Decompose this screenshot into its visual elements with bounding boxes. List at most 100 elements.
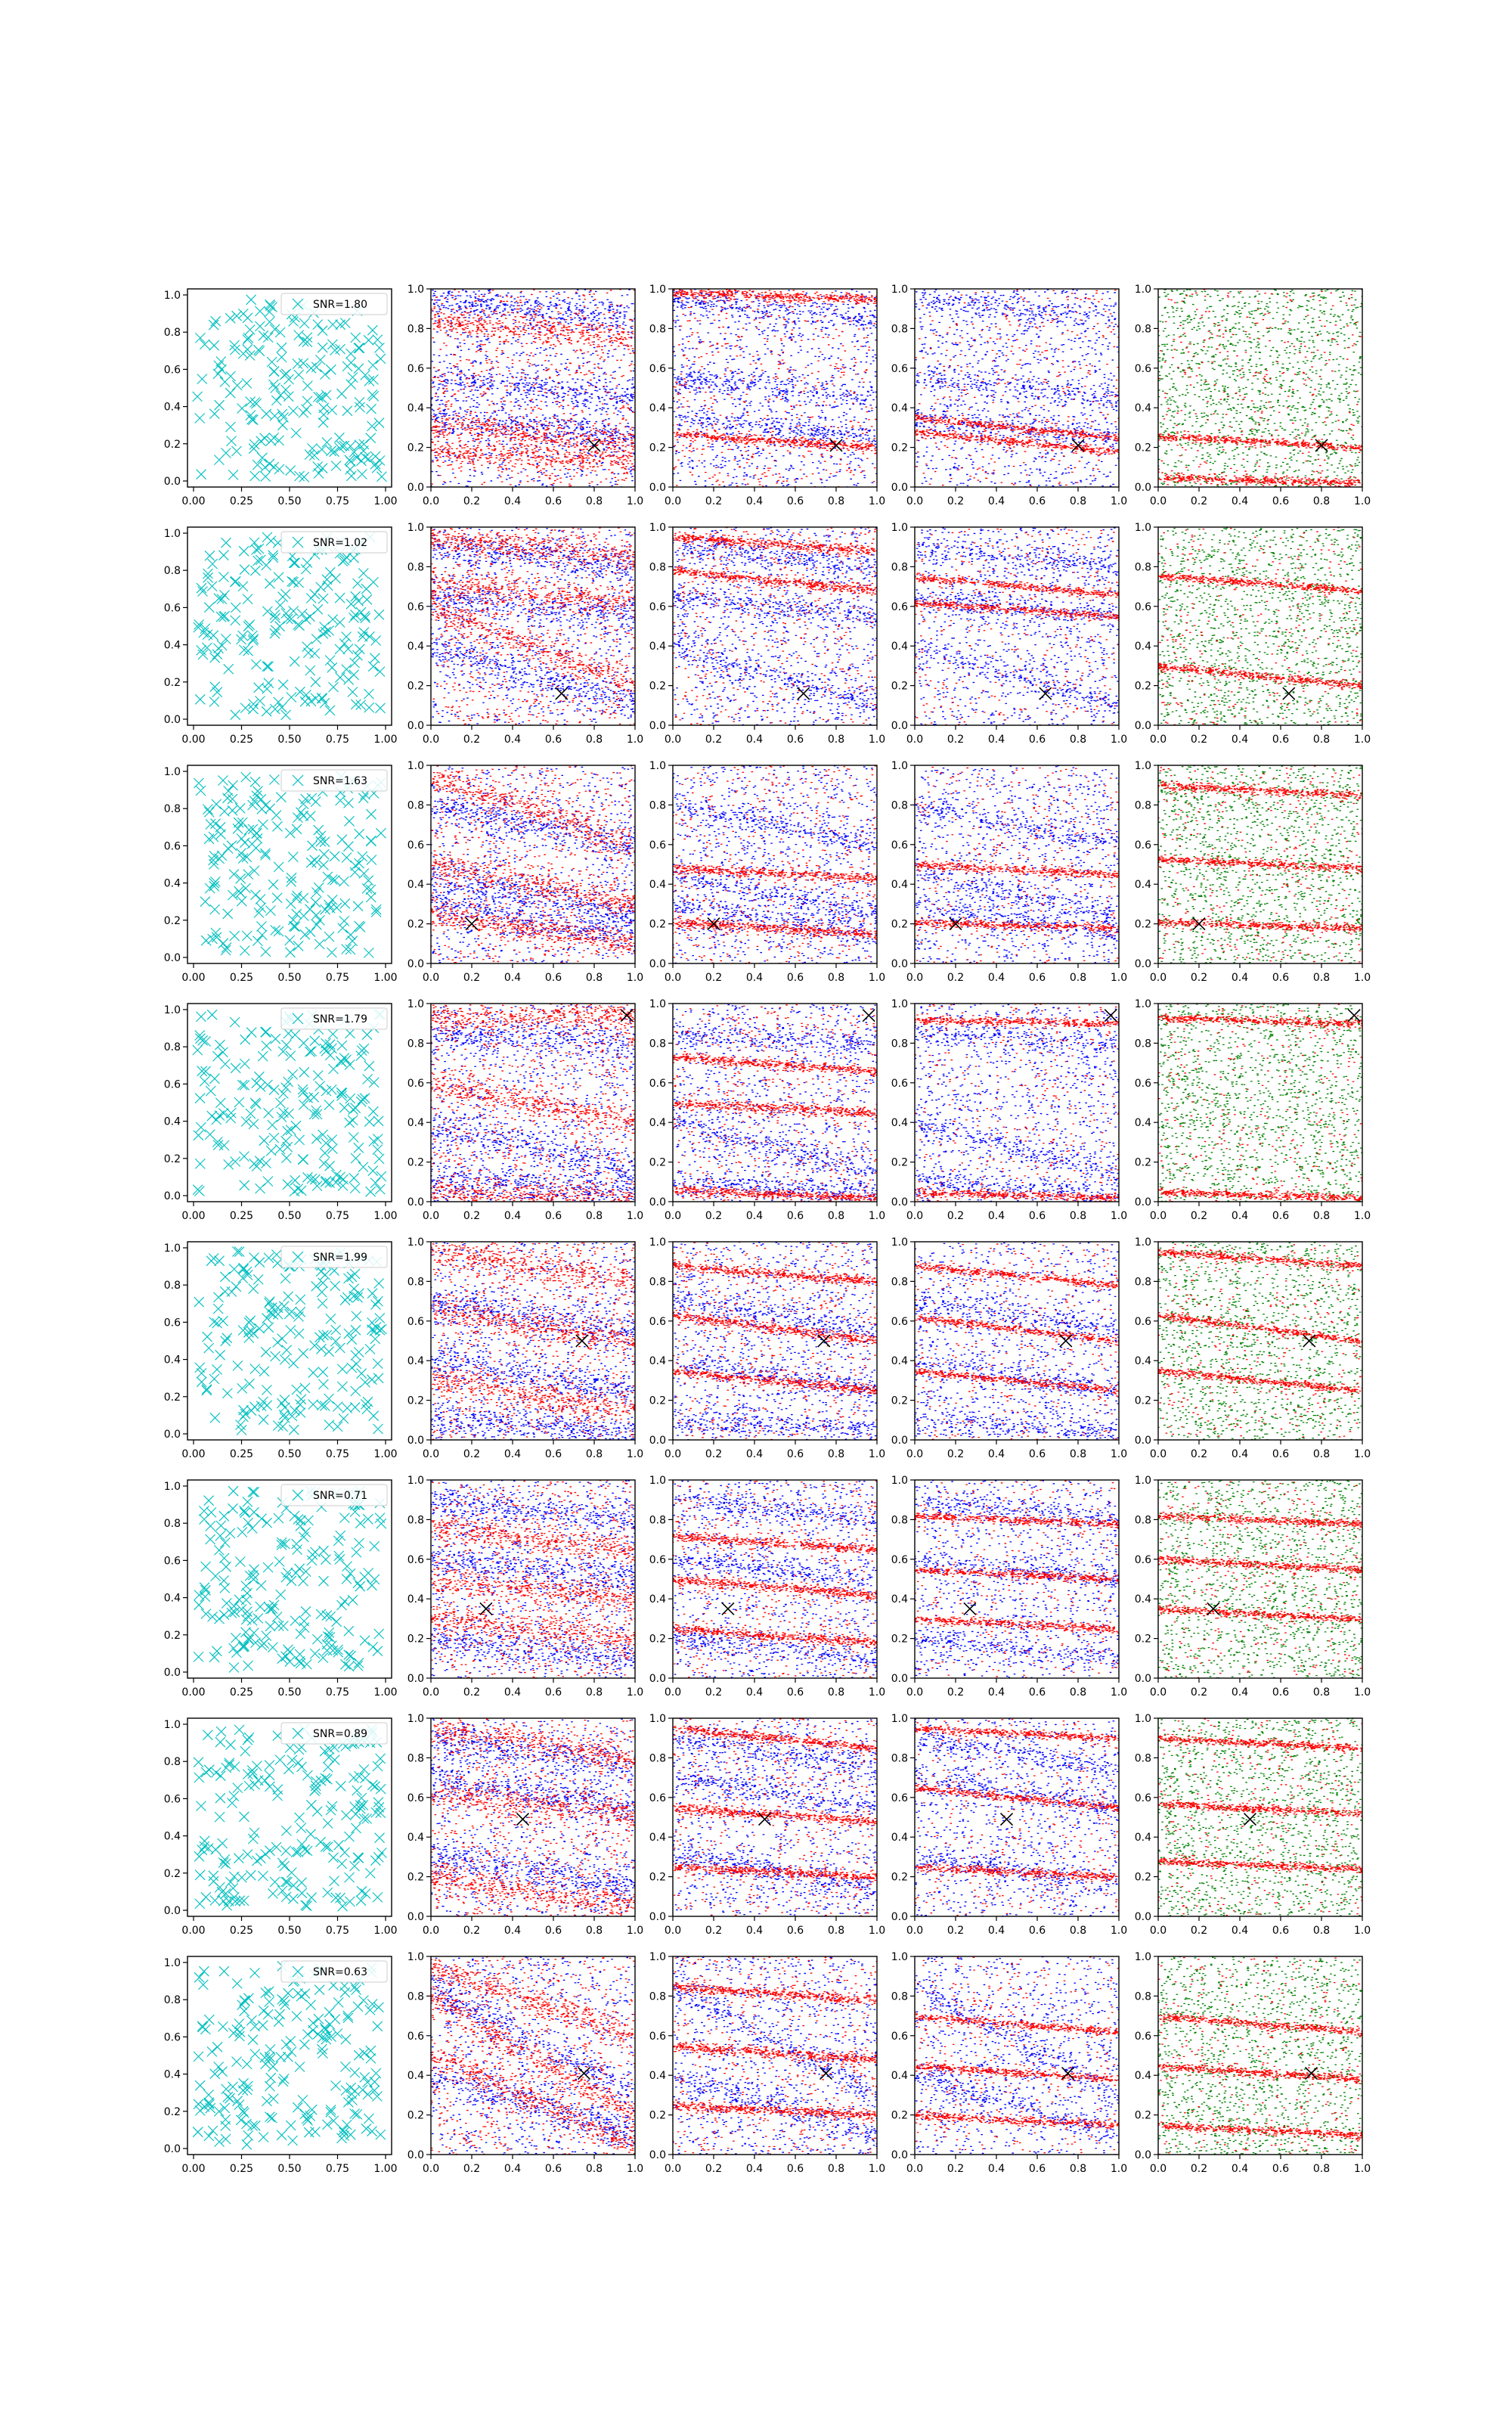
legend-label: SNR=0.71	[313, 1490, 367, 1502]
panel-xtick-label: 0.2	[1191, 1925, 1207, 1937]
panel-ytick-label: 0.0	[649, 1196, 666, 1208]
snr-panel-xtick-label: 0.75	[326, 1210, 349, 1222]
panel-xtick-label: 0.2	[947, 1686, 964, 1699]
panel-col-4: 0.0 0.2 0.4 0.6 0.8 1.00.00.20.40.60.81.0	[891, 760, 1127, 984]
panel-ytick-label: 0.4	[891, 402, 908, 414]
panel-ytick-label: 0.6	[407, 1792, 424, 1804]
panel-xtick-label: 0.2	[705, 734, 722, 746]
panel-ytick-label: 1.0	[649, 998, 666, 1010]
panel-ytick-label: 0.8	[891, 323, 908, 335]
panel-xtick-label: 0.4	[746, 1686, 763, 1699]
panel-col-4: 0.0 0.2 0.4 0.6 0.8 1.00.00.20.40.60.81.0	[891, 522, 1127, 746]
panel-xtick-label: 0.2	[947, 1925, 964, 1937]
panel-ytick-label: 0.0	[1135, 1673, 1151, 1685]
panel-ytick-label: 1.0	[407, 998, 424, 1010]
panel-xtick-label: 0.2	[1191, 1210, 1207, 1222]
panel-xtick-label: 0.4	[504, 2163, 521, 2175]
panel-xtick-label: 0.6	[787, 734, 804, 746]
panel-xtick-label: 0.0	[423, 495, 439, 507]
panel-xtick-label: 0.2	[463, 2163, 480, 2175]
panel-xtick-label: 1.0	[1354, 1925, 1371, 1937]
snr-panel-ytick-label: 1.0	[164, 1957, 181, 1969]
figure-row-6: SNR=0.710.00 0.25 0.50 0.75 1.000.00.20.40.6…	[164, 1475, 1371, 1699]
panel-ytick-label: 0.0	[649, 1911, 666, 1923]
panel-ytick-label: 0.4	[649, 402, 666, 414]
panel-xtick-label: 0.0	[1150, 495, 1167, 507]
panel-xtick-label: 0.8	[1070, 1925, 1086, 1937]
panel-xtick-label: 1.0	[1354, 1210, 1371, 1222]
panel-ytick-label: 0.8	[649, 1752, 666, 1764]
panel-xtick-label: 0.8	[586, 1210, 603, 1222]
panel-xtick-label: 0.4	[1232, 1686, 1248, 1699]
panel-ytick-label: 0.4	[1135, 2070, 1151, 2082]
panel-ytick-label: 0.6	[649, 1316, 666, 1328]
panel-ytick-label: 0.8	[407, 799, 424, 811]
panel-xtick-label: 0.8	[586, 1925, 603, 1937]
panel-xtick-label: 1.0	[1354, 734, 1371, 746]
panel-ytick-label: 0.2	[649, 2110, 666, 2122]
snr-panel-ytick-label: 1.0	[164, 290, 181, 302]
panel-ytick-label: 0.8	[649, 1276, 666, 1288]
panel-ytick-label: 1.0	[891, 284, 908, 296]
panel-xtick-label: 0.0	[665, 1925, 681, 1937]
panel-ytick-label: 0.6	[891, 2031, 908, 2043]
panel-xtick-label: 0.6	[545, 734, 562, 746]
panel-xtick-label: 1.0	[627, 1210, 643, 1222]
panel-ytick-label: 0.2	[407, 442, 424, 455]
panel-xtick-label: 0.4	[504, 1686, 521, 1699]
panel-xtick-label: 0.2	[947, 972, 964, 984]
snr-panel-ytick-label: 0.4	[164, 878, 181, 890]
panel-ytick-label: 0.0	[891, 2149, 908, 2161]
panel-ytick-label: 0.0	[1135, 1196, 1151, 1208]
snr-panel-ytick-label: 1.0	[164, 528, 181, 540]
panel-xtick-label: 0.8	[586, 972, 603, 984]
panel-ytick-label: 0.0	[1135, 1435, 1151, 1447]
snr-panel-ytick-label: 0.6	[164, 364, 181, 376]
panel-ytick-label: 0.2	[1135, 1634, 1151, 1646]
panel-xtick-label: 1.0	[627, 495, 643, 507]
panel-ytick-label: 1.0	[649, 1713, 666, 1725]
panel-xtick-label: 0.4	[988, 1686, 1005, 1699]
panel-xtick-label: 0.6	[1029, 972, 1046, 984]
legend: SNR=1.79	[281, 1008, 387, 1029]
panel-xtick-label: 0.8	[828, 1686, 844, 1699]
snr-panel-ytick-label: 0.4	[164, 402, 181, 414]
panel-xtick-label: 0.6	[1029, 1448, 1046, 1460]
panel-xtick-label: 1.0	[1111, 495, 1127, 507]
panel-xtick-label: 1.0	[1111, 1925, 1127, 1937]
panel-xtick-label: 1.0	[869, 972, 885, 984]
panel-ytick-label: 0.8	[407, 1514, 424, 1526]
panel-background	[1158, 1956, 1362, 2155]
panel-snr-scatter: SNR=1.800.00 0.25 0.50 0.75 1.000.00.20.40.6…	[164, 289, 398, 507]
panel-xtick-label: 0.0	[1150, 734, 1167, 746]
panel-ytick-label: 0.4	[891, 1593, 908, 1606]
snr-panel-ytick-label: 0.4	[164, 1593, 181, 1605]
panel-ytick-label: 0.8	[1135, 1990, 1151, 2003]
panel-xtick-label: 0.6	[787, 1448, 804, 1460]
panel-xtick-label: 0.4	[746, 734, 763, 746]
panel-ytick-label: 1.0	[891, 760, 908, 772]
panel-snr-scatter: SNR=1.630.00 0.25 0.50 0.75 1.000.00.20.40.6…	[164, 765, 398, 984]
panel-ytick-label: 0.6	[649, 1792, 666, 1804]
panel-ytick-label: 0.8	[649, 1514, 666, 1526]
panel-col-3: 0.0 0.2 0.4 0.6 0.8 1.00.00.20.40.60.81.0	[649, 760, 885, 984]
legend: SNR=1.02	[281, 532, 387, 553]
panel-xtick-label: 0.6	[787, 972, 804, 984]
panel-ytick-label: 0.2	[891, 1157, 908, 1169]
panel-xtick-label: 0.2	[705, 495, 722, 507]
panel-xtick-label: 0.0	[423, 734, 439, 746]
panel-snr-scatter: SNR=0.710.00 0.25 0.50 0.75 1.000.00.20.40.6…	[164, 1480, 398, 1699]
panel-background	[187, 765, 392, 963]
panel-xtick-label: 0.0	[1150, 1210, 1167, 1222]
snr-panel-xtick-label: 0.25	[230, 1448, 253, 1460]
panel-col-3: 0.0 0.2 0.4 0.6 0.8 1.00.00.20.40.60.81.0	[649, 1713, 885, 1937]
panel-ytick-label: 1.0	[649, 1951, 666, 1963]
panel-xtick-label: 0.6	[1272, 734, 1289, 746]
panel-xtick-label: 0.8	[1313, 495, 1330, 507]
snr-panel-xtick-label: 0.50	[277, 734, 301, 746]
panel-ytick-label: 1.0	[649, 760, 666, 772]
panel-xtick-label: 0.0	[665, 495, 681, 507]
panel-xtick-label: 0.6	[1029, 495, 1046, 507]
panel-xtick-label: 0.4	[1232, 1210, 1248, 1222]
panel-xtick-label: 0.2	[947, 1210, 964, 1222]
